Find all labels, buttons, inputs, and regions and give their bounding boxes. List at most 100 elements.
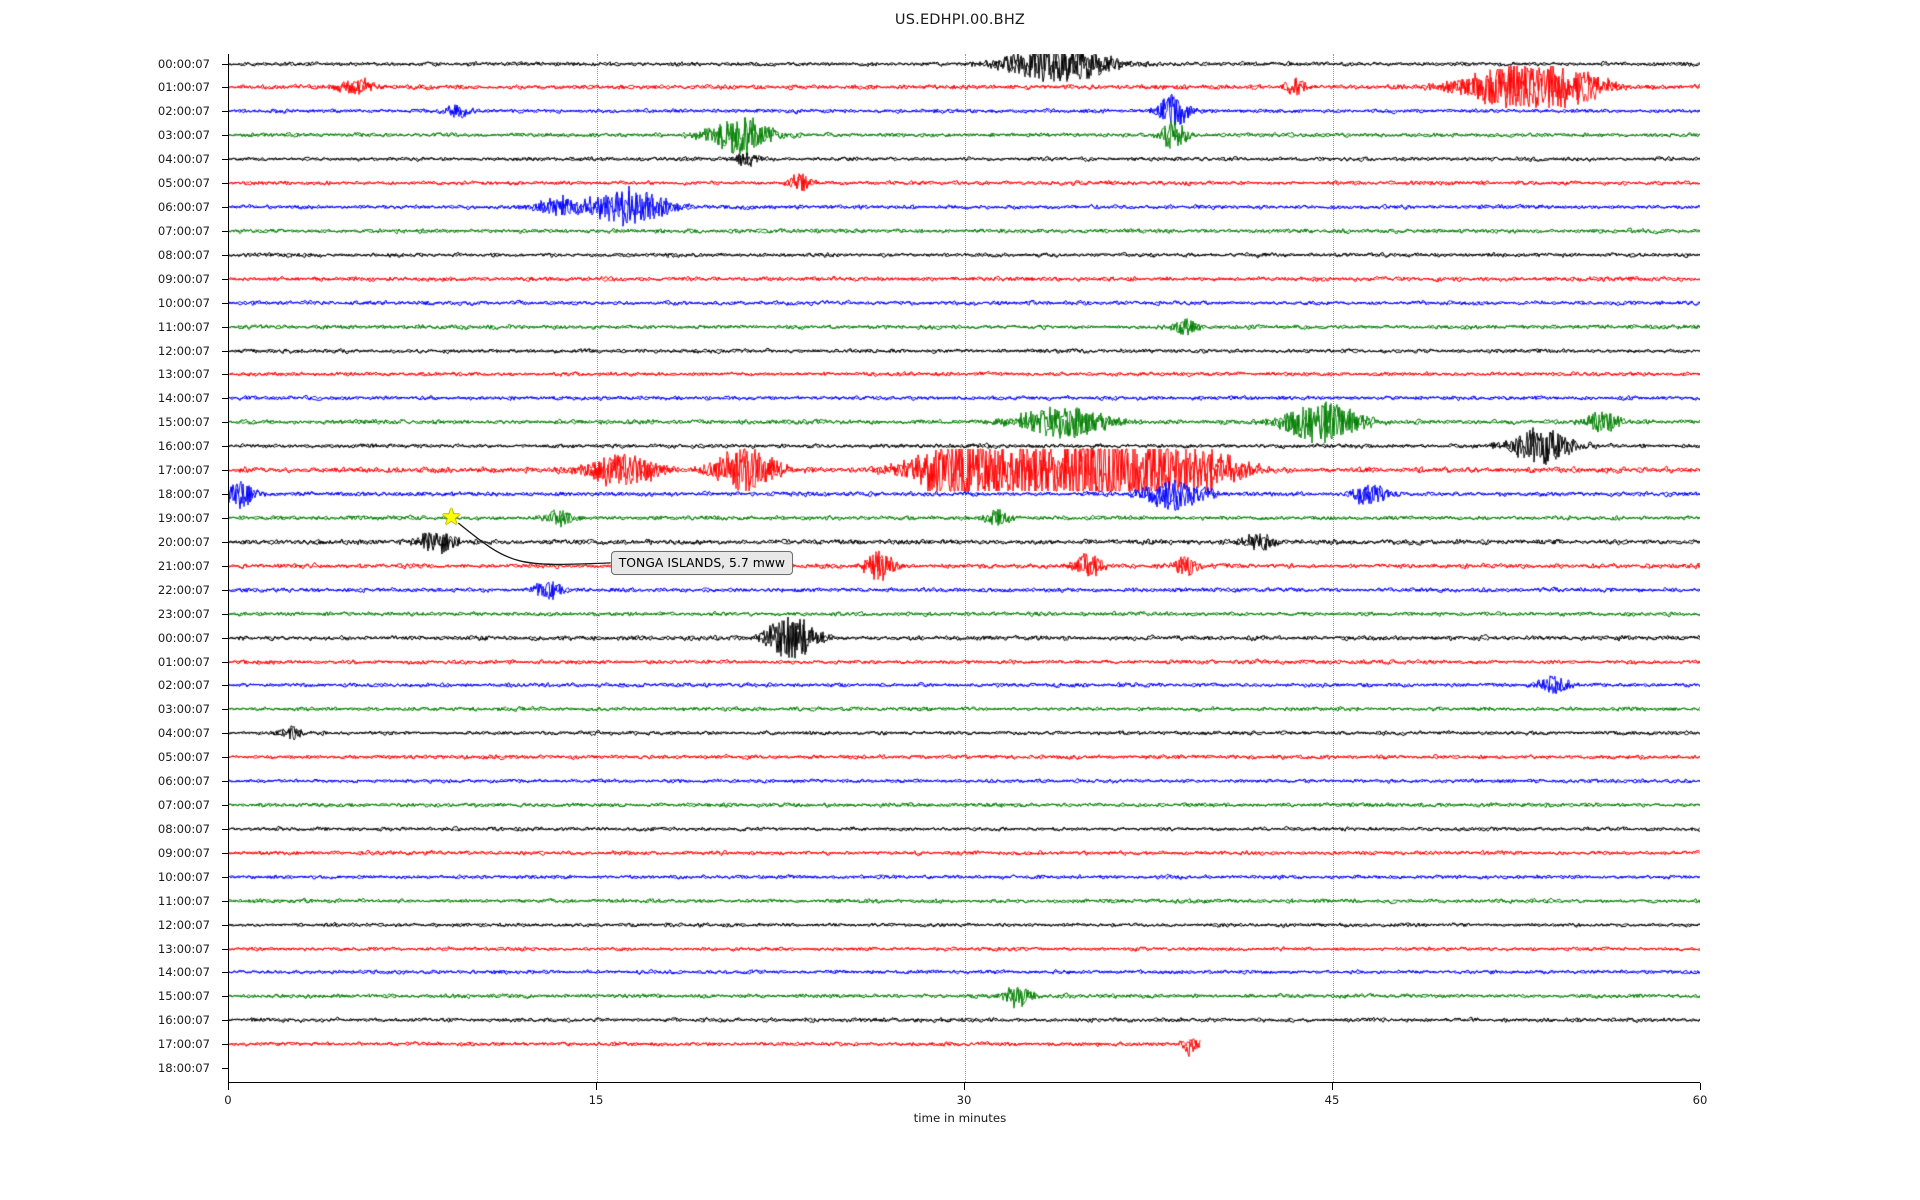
y-tick-label: 16:00:07 bbox=[157, 439, 210, 454]
y-tick-mark bbox=[222, 422, 229, 424]
x-tick-mark bbox=[1700, 1083, 1701, 1090]
y-tick-label: 18:00:07 bbox=[157, 1061, 210, 1076]
y-tick-label: 01:00:07 bbox=[157, 654, 210, 669]
y-tick-mark bbox=[222, 805, 229, 807]
y-tick-mark bbox=[222, 781, 229, 783]
y-tick-mark bbox=[222, 135, 229, 137]
y-tick-mark bbox=[222, 948, 229, 950]
y-tick-mark bbox=[222, 302, 229, 304]
y-tick-label: 11:00:07 bbox=[157, 893, 210, 908]
y-tick-mark bbox=[222, 709, 229, 711]
y-tick-label: 03:00:07 bbox=[157, 128, 210, 143]
y-tick-mark bbox=[222, 63, 229, 65]
y-tick-label: 00:00:07 bbox=[157, 56, 210, 71]
y-tick-mark bbox=[222, 230, 229, 232]
x-axis-label: time in minutes bbox=[913, 1111, 1007, 1125]
y-tick-label: 10:00:07 bbox=[157, 295, 210, 310]
x-tick-label: 15 bbox=[588, 1093, 604, 1107]
y-tick-label: 14:00:07 bbox=[157, 391, 210, 406]
y-tick-mark bbox=[222, 183, 229, 185]
y-tick-mark bbox=[222, 1068, 229, 1070]
y-tick-mark bbox=[222, 1044, 229, 1046]
y-tick-label: 11:00:07 bbox=[157, 319, 210, 334]
y-tick-label: 13:00:07 bbox=[157, 367, 210, 382]
y-tick-label: 12:00:07 bbox=[157, 343, 210, 358]
y-tick-mark bbox=[222, 446, 229, 448]
y-tick-mark bbox=[222, 876, 229, 878]
y-tick-label: 06:00:07 bbox=[157, 774, 210, 789]
y-tick-label: 21:00:07 bbox=[157, 558, 210, 573]
y-tick-mark bbox=[222, 757, 229, 759]
y-tick-mark bbox=[222, 278, 229, 280]
y-tick-label: 12:00:07 bbox=[157, 917, 210, 932]
y-tick-label: 10:00:07 bbox=[157, 869, 210, 884]
y-tick-label: 17:00:07 bbox=[157, 1037, 210, 1052]
y-tick-mark bbox=[222, 350, 229, 352]
x-tick-mark bbox=[228, 1083, 229, 1090]
y-tick-mark bbox=[222, 541, 229, 543]
x-tick-label: 60 bbox=[1692, 1093, 1708, 1107]
y-tick-mark bbox=[222, 589, 229, 591]
y-tick-mark bbox=[222, 111, 229, 113]
plot-clip bbox=[229, 54, 1700, 1082]
y-tick-mark bbox=[222, 637, 229, 639]
y-tick-label: 17:00:07 bbox=[157, 463, 210, 478]
y-tick-mark bbox=[222, 517, 229, 519]
y-tick-label: 13:00:07 bbox=[157, 941, 210, 956]
y-tick-label: 15:00:07 bbox=[157, 989, 210, 1004]
y-tick-mark bbox=[222, 685, 229, 687]
earthquake-annotation-label: TONGA ISLANDS, 5.7 mww bbox=[610, 550, 794, 575]
y-tick-mark bbox=[222, 87, 229, 89]
y-tick-label: 14:00:07 bbox=[157, 965, 210, 980]
x-tick-label: 30 bbox=[956, 1093, 972, 1107]
y-tick-mark bbox=[222, 470, 229, 472]
y-tick-mark bbox=[222, 398, 229, 400]
y-tick-mark bbox=[222, 733, 229, 735]
y-tick-mark bbox=[222, 972, 229, 974]
y-tick-label: 18:00:07 bbox=[157, 487, 210, 502]
y-tick-label: 06:00:07 bbox=[157, 200, 210, 215]
x-tick-mark bbox=[964, 1083, 965, 1090]
y-tick-mark bbox=[222, 159, 229, 161]
y-tick-label: 19:00:07 bbox=[157, 510, 210, 525]
page-title: US.EDHPI.00.BHZ bbox=[894, 12, 1026, 28]
y-tick-mark bbox=[222, 207, 229, 209]
y-tick-mark bbox=[222, 374, 229, 376]
x-tick-label: 0 bbox=[224, 1093, 232, 1107]
plot-area bbox=[228, 54, 1700, 1083]
y-tick-label: 22:00:07 bbox=[157, 582, 210, 597]
y-tick-label: 04:00:07 bbox=[157, 726, 210, 741]
y-tick-mark bbox=[222, 565, 229, 567]
y-tick-mark bbox=[222, 494, 229, 496]
y-tick-label: 08:00:07 bbox=[157, 821, 210, 836]
y-tick-label: 02:00:07 bbox=[157, 678, 210, 693]
y-tick-label: 16:00:07 bbox=[157, 1013, 210, 1028]
y-tick-label: 05:00:07 bbox=[157, 750, 210, 765]
y-tick-label: 15:00:07 bbox=[157, 415, 210, 430]
y-tick-label: 00:00:07 bbox=[157, 630, 210, 645]
y-tick-label: 23:00:07 bbox=[157, 606, 210, 621]
y-tick-mark bbox=[222, 254, 229, 256]
x-tick-label: 45 bbox=[1324, 1093, 1340, 1107]
y-tick-mark bbox=[222, 1020, 229, 1022]
y-tick-mark bbox=[222, 996, 229, 998]
y-tick-label: 04:00:07 bbox=[157, 152, 210, 167]
y-tick-label: 07:00:07 bbox=[157, 223, 210, 238]
y-tick-label: 01:00:07 bbox=[157, 80, 210, 95]
y-tick-label: 07:00:07 bbox=[157, 798, 210, 813]
y-tick-mark bbox=[222, 852, 229, 854]
y-tick-label: 09:00:07 bbox=[157, 845, 210, 860]
y-tick-mark bbox=[222, 828, 229, 830]
y-tick-mark bbox=[222, 924, 229, 926]
y-tick-label: 03:00:07 bbox=[157, 702, 210, 717]
y-tick-mark bbox=[222, 326, 229, 328]
x-tick-mark bbox=[1332, 1083, 1333, 1090]
x-tick-mark bbox=[596, 1083, 597, 1090]
trace-canvas bbox=[229, 1046, 1700, 1082]
y-tick-label: 09:00:07 bbox=[157, 271, 210, 286]
y-tick-label: 05:00:07 bbox=[157, 176, 210, 191]
y-tick-mark bbox=[222, 661, 229, 663]
trace-row bbox=[229, 1046, 1700, 1082]
y-tick-mark bbox=[222, 900, 229, 902]
